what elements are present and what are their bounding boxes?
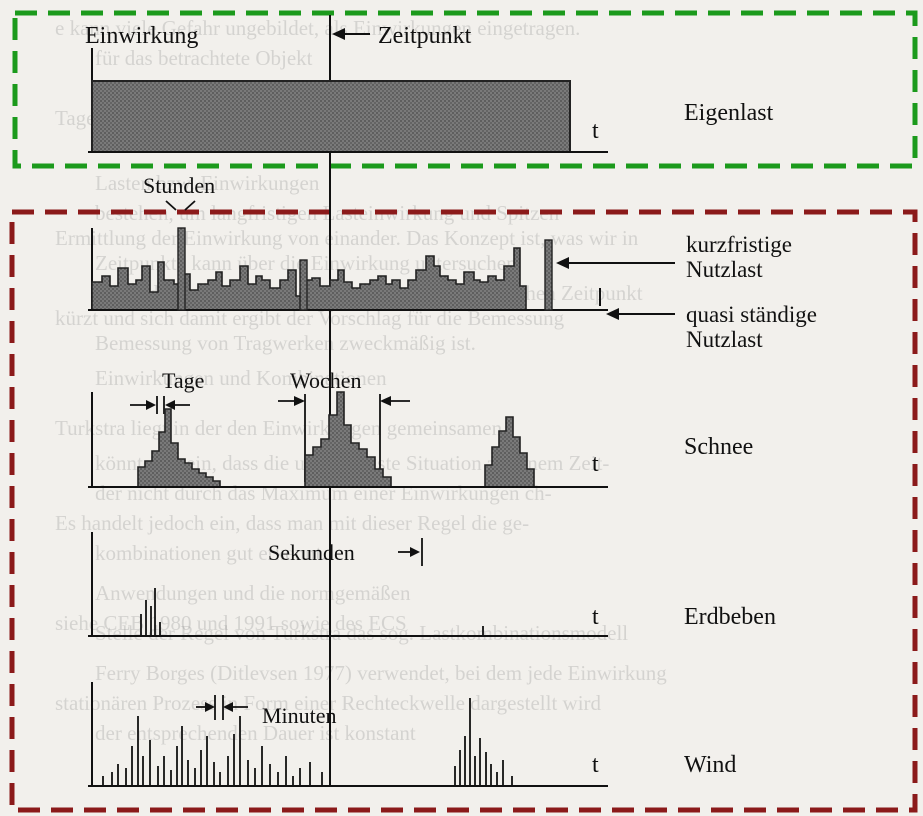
bleed-line: Lasten bzw. Einwirkungen xyxy=(95,171,320,195)
bleed-line: Es handelt jedoch ein, dass man mit dies… xyxy=(55,511,529,535)
wochen-arrowhead-left xyxy=(294,396,305,406)
panel-eigenlast: Einwirkung Zeitpunkt t Eigenlast xyxy=(85,23,774,153)
eigenlast-t-label: t xyxy=(592,118,599,144)
label-nutzlast-2: Nutzlast xyxy=(686,327,763,352)
label-tage: Tage xyxy=(162,368,204,393)
tage-arrowhead-left xyxy=(146,400,156,410)
kurz-arrowhead xyxy=(556,257,569,269)
green-dashed-frame xyxy=(12,10,918,169)
zeitpunkt-arrowhead xyxy=(332,28,345,40)
panel-nutzlast: Stunden kurzfristige Nutzlast quasi stän… xyxy=(88,173,817,352)
stunden-marker-right xyxy=(184,200,196,211)
bleed-line: der entsprechenden Dauer ist konstant xyxy=(95,721,416,745)
schnee-area xyxy=(137,391,535,488)
nutzlast-peak xyxy=(544,239,553,311)
wochen-arrowhead-right xyxy=(380,396,391,406)
wind-spikes xyxy=(102,698,513,786)
label-wind: Wind xyxy=(684,752,736,778)
quasi-arrowhead xyxy=(606,308,619,320)
bleed-line: Turkstra liegt in der den Einwirkungen g… xyxy=(55,416,503,440)
wind-t-label: t xyxy=(592,752,599,778)
bleed-line: Ermittlung der Einwirkung von einander. … xyxy=(55,226,639,250)
label-sekunden: Sekunden xyxy=(268,540,355,565)
panel-schnee: Tage Wochen t Schnee xyxy=(88,368,753,488)
bleed-line: stationären Prozess in Form einer Rechte… xyxy=(55,691,602,715)
nutzlast-area xyxy=(91,247,527,311)
label-kurzfristige: kurzfristige xyxy=(686,232,792,257)
label-wochen: Wochen xyxy=(290,368,362,393)
stunden-marker-left xyxy=(165,200,177,211)
bleed-line: Stelle der Regel von Turkstra das sog. L… xyxy=(95,621,628,645)
bleed-line: Bemessung von Tragwerken zweckmäßig ist. xyxy=(95,331,476,355)
label-minuten: Minuten xyxy=(262,703,337,728)
tage-arrowhead-right xyxy=(165,400,175,410)
bleed-line: Ferry Borges (Ditlevsen 1977) verwendet,… xyxy=(95,661,667,685)
label-erdbeben: Erdbeben xyxy=(684,604,776,630)
bleed-line: siehe CEB 1980 und 1991 sowie des ECS xyxy=(55,611,407,635)
erdbeben-spikes xyxy=(140,588,484,636)
bleed-line: Anwendungen und die normgemäßen xyxy=(95,581,411,605)
panel-erdbeben: Sekunden t Erdbeben xyxy=(88,532,776,637)
erdbeben-t-label: t xyxy=(592,604,599,630)
red-dashed-frame xyxy=(9,209,918,813)
schnee-t-label: t xyxy=(592,451,599,477)
label-eigenlast: Eigenlast xyxy=(684,100,774,126)
label-schnee: Schnee xyxy=(684,434,753,460)
label-stunden: Stunden xyxy=(143,173,215,198)
nutzlast-peak xyxy=(299,259,308,311)
bleed-line: für das betrachtete Objekt xyxy=(95,46,313,70)
label-nutzlast-1: Nutzlast xyxy=(686,257,763,282)
eigenlast-area xyxy=(91,80,571,153)
bleed-line: Einwirkungen und Kombinationen xyxy=(95,366,387,390)
minuten-arrowhead-left xyxy=(205,702,215,712)
label-zeitpunkt: Zeitpunkt xyxy=(378,23,472,49)
nutzlast-peak xyxy=(177,227,186,311)
sekunden-arrowhead xyxy=(410,547,420,557)
label-einwirkung: Einwirkung xyxy=(85,23,198,49)
label-quasi-staendige: quasi ständige xyxy=(686,302,817,327)
bleed-line: e kann viele Gefahr ungebildet, als Einw… xyxy=(55,16,580,40)
bleed-line: kombinationen gut erkennt. xyxy=(95,541,327,565)
panel-wind: Minuten t Wind xyxy=(88,682,736,787)
